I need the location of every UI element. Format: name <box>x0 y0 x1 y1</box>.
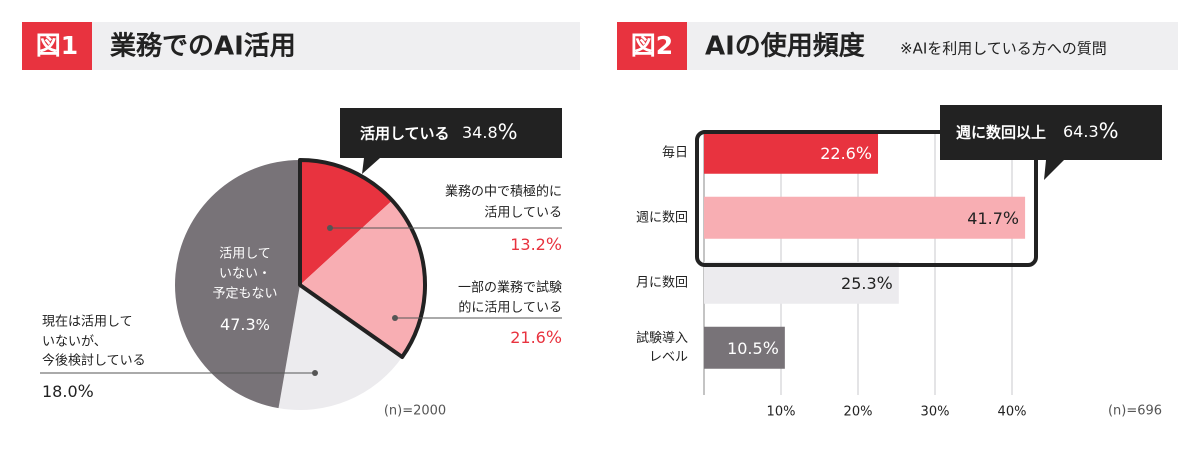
figure-badge <box>22 22 92 70</box>
figure-badge <box>617 22 687 70</box>
x-tick-label: 10% <box>767 405 796 420</box>
header-bar <box>687 22 1178 70</box>
value-label: 41.7% <box>967 208 1019 229</box>
slice-label: 今後検討している <box>42 353 146 369</box>
callout-value: 64.3% <box>1063 119 1119 143</box>
slice-label: 予定もない <box>212 287 277 302</box>
y-tick-label: 月に数回 <box>636 275 688 290</box>
chart-title: 業務でのAI活用 <box>110 32 296 62</box>
y-tick-label: 試験導入 <box>636 330 688 346</box>
x-tick-label: 30% <box>921 405 950 420</box>
x-tick-label: 20% <box>844 405 873 420</box>
header-bar <box>92 22 580 70</box>
sample-note: (n)=2000 <box>384 404 446 419</box>
callout-box <box>940 105 1162 180</box>
value-label: 13.2% <box>510 235 562 256</box>
leader-dot <box>327 225 333 231</box>
callout-box <box>340 108 562 174</box>
y-tick-label: 週に数回 <box>636 210 688 225</box>
bar <box>704 261 899 304</box>
value-label: 21.6% <box>510 328 562 349</box>
sample-note: (n)=696 <box>1108 404 1162 419</box>
slice-label: いないが、 <box>42 335 107 350</box>
highlight-outline <box>298 158 427 359</box>
slice-label: 活用している <box>484 206 562 221</box>
bar <box>704 131 879 174</box>
callout-label: 活用している <box>360 125 450 143</box>
slice-label: 一部の業務で試験 <box>458 280 562 296</box>
bar <box>704 196 1026 239</box>
value-label: 10.5% <box>727 338 779 359</box>
pie-slice <box>300 160 393 285</box>
pie-slice <box>278 285 403 410</box>
value-label: 47.3% <box>220 315 270 334</box>
chart-title: AIの使用頻度 <box>705 31 865 62</box>
y-tick-label: 毎日 <box>662 144 688 160</box>
value-label: 25.3% <box>841 273 893 294</box>
chart-subtitle: ※AIを利用している方への質問 <box>900 40 1107 58</box>
slice-label: 活用して <box>219 247 271 262</box>
slice-label: 的に活用している <box>458 300 562 316</box>
value-label: 22.6% <box>820 143 872 164</box>
leader-dot <box>312 370 318 376</box>
bar <box>704 326 785 369</box>
figure-label: 図2 <box>631 31 673 60</box>
slice-label: 業務の中で積極的に <box>445 184 562 200</box>
slice-label: 現在は活用して <box>42 315 133 330</box>
callout-value: 34.8% <box>462 120 518 144</box>
slice-label: いない・ <box>219 267 271 282</box>
x-tick-label: 40% <box>998 405 1027 420</box>
pie-slice <box>174 160 300 409</box>
value-label: 18.0% <box>42 382 94 403</box>
y-tick-label: レベル <box>649 350 688 365</box>
highlight-outline <box>695 130 1038 267</box>
figure-label: 図1 <box>36 31 78 60</box>
callout-label: 週に数回以上 <box>956 124 1046 142</box>
leader-dot <box>392 315 398 321</box>
